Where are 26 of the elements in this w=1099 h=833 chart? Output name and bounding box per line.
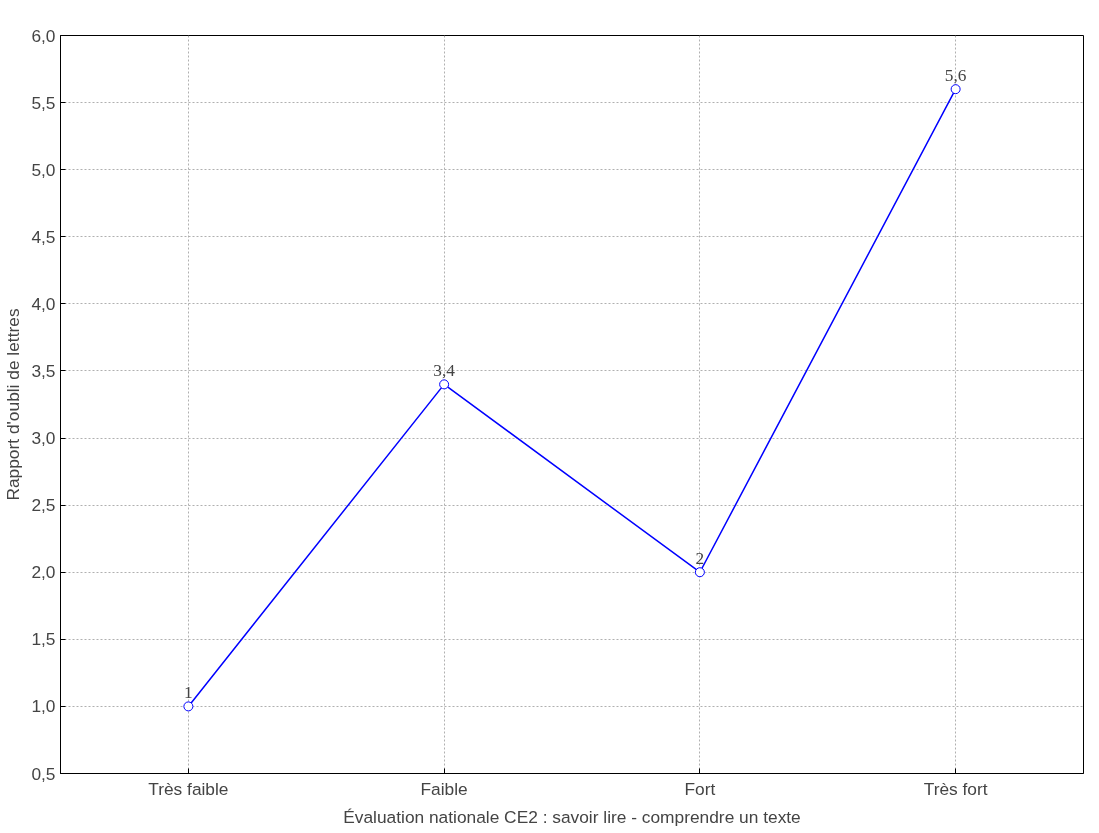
- y-tick-label: 4,5: [31, 226, 56, 247]
- y-tick-label: 5,0: [31, 159, 56, 180]
- y-tick-label: 6,0: [31, 25, 56, 46]
- y-tick-label: 2,0: [31, 562, 56, 583]
- data-label: 2: [695, 549, 705, 569]
- y-axis-title: Rapport d'oubli de lettres: [3, 308, 24, 501]
- point: [439, 379, 450, 390]
- point: [694, 567, 705, 578]
- x-tick-label: Très fort: [923, 778, 988, 799]
- data-label: 1: [184, 683, 193, 703]
- x-tick-label: Fort: [684, 778, 716, 799]
- y-tick-label: 2,5: [31, 495, 56, 516]
- x-tick-label: Faible: [420, 778, 468, 799]
- y-tick-label: 1,5: [31, 629, 56, 650]
- y-tick-label: 3,5: [31, 360, 56, 381]
- x-tick-label: Très faible: [148, 778, 229, 799]
- data-label: 3,4: [433, 361, 456, 381]
- data-label: 5,6: [944, 66, 967, 86]
- x-axis-title: Évaluation nationale CE2 : savoir lire - comprendre un texte: [343, 806, 801, 827]
- y-tick-label: 5,5: [31, 92, 56, 113]
- y-tick-label: 1,0: [31, 696, 56, 717]
- point: [183, 701, 194, 712]
- y-tick-label: 3,0: [31, 428, 56, 449]
- y-tick-label: 4,0: [31, 293, 56, 314]
- point: [950, 84, 961, 95]
- y-tick-label: 0,5: [31, 763, 56, 784]
